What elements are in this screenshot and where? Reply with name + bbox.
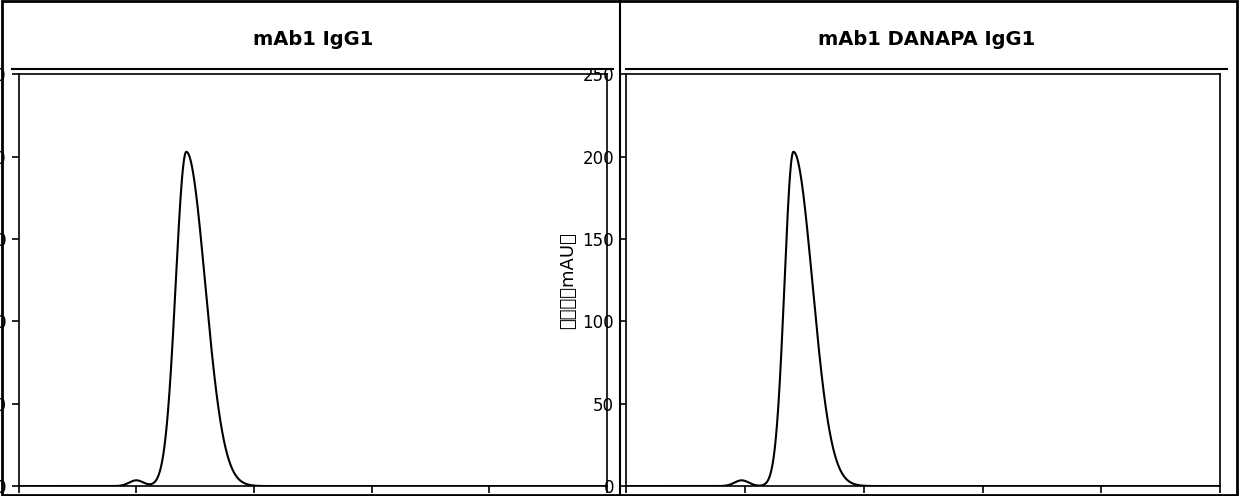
Text: mAb1 DANAPA IgG1: mAb1 DANAPA IgG1 <box>818 30 1035 49</box>
Text: mAb1 IgG1: mAb1 IgG1 <box>253 30 373 49</box>
Y-axis label: 吸光度（mAU）: 吸光度（mAU） <box>559 232 576 329</box>
